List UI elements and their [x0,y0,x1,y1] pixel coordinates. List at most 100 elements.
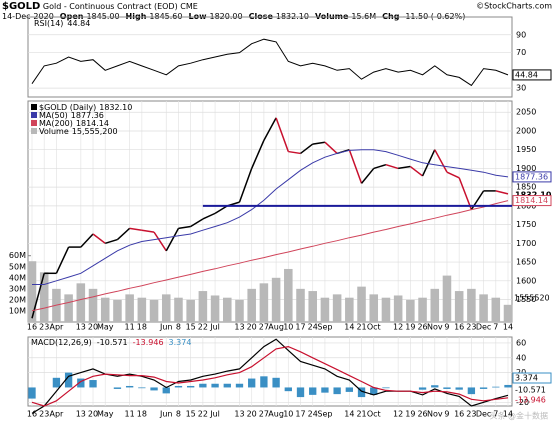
histogram-bar [467,387,476,395]
price-segment [312,141,326,145]
x-tick-label: Apr [49,323,64,332]
volume-bar [235,299,244,322]
price-segment [178,225,191,230]
histogram-bar [345,387,353,392]
value-label: -10.571 [515,386,546,395]
legend-swatch [31,104,37,110]
histogram-bar [150,387,158,391]
histogram-bar [187,385,195,388]
volume-bar [64,294,73,322]
x-tick-label: 8 [176,323,181,332]
histogram-bar [138,387,146,389]
histogram-bar [333,387,341,395]
volume-bar [210,295,220,322]
x-tick-label: 15 [186,323,196,332]
histogram-bar [370,387,378,395]
x-tick-label: 23 [39,410,49,419]
histogram-bar [211,383,219,388]
volume-bar [186,299,195,322]
histogram-bar [357,387,366,398]
y-tick-label: 20M [9,295,26,304]
quote-value: -11.50 (-0.62%) [402,12,465,21]
price-segment [214,205,228,215]
volume-bar [406,299,415,322]
macd-panel [27,336,513,407]
legend-name: MA(50) [39,111,68,120]
x-tick-label: 22 [198,410,208,419]
price-segment [153,231,167,252]
histogram-bar [479,387,488,389]
x-tick-label: Sep [317,323,332,332]
y-tick-label: 1700 [516,239,536,248]
quote-value: 1845.60 [149,12,182,21]
x-tick-label: 13 [234,323,244,332]
legend: Volume 15,555,200 [39,127,118,136]
x-tick-label: Dec [476,323,491,332]
price-segment [141,229,155,233]
y-tick-label: 60M [9,251,26,260]
x-tick-label: 22 [198,323,208,332]
y-tick-label: 1950 [516,145,536,154]
price-segment [165,227,180,252]
volume-bar [223,297,232,322]
volume-bar [296,288,305,322]
value-label: 1832.10 [515,190,552,199]
histogram-bar [272,377,280,388]
x-tick-label: 12 [393,323,403,332]
legend-name: RSI(14) [34,19,63,28]
y-tick-label: 40 [516,353,526,362]
volume-bar [345,297,354,322]
legend-value: 1877.36 [71,111,104,120]
y-tick-label: 1750 [516,220,536,229]
x-tick-label: 16 [454,410,464,419]
header-line: $GOLD Gold - Continuous Contract (EOD) C… [2,1,198,12]
price-segment [105,238,118,245]
volume-bar [393,295,403,322]
value-box [512,171,552,183]
x-tick-label: 23 [39,323,49,332]
x-tick-label: 16 [27,323,37,332]
source: ©StockCharts.com [476,2,552,11]
price-segment [348,149,363,184]
volume-bar [27,261,37,322]
histogram-bar [321,387,329,393]
value-label: -13.946 [515,396,546,405]
volume-bar [137,297,147,322]
y-tick-label: 50M [9,262,26,271]
volume-bar [308,291,317,322]
histogram-bar [382,387,390,389]
histogram-bar [455,387,463,390]
legend-name: MACD(12,26,9) [31,338,92,347]
legend: MACD(12,26,9) -10.571 -13.946 3.374 [31,338,191,347]
x-tick-label: Aug [268,323,284,332]
legend-value: 44.84 [67,19,90,28]
x-tick-label: 20 [247,323,257,332]
x-tick-label: 9 [444,410,449,419]
volume-bar [174,297,183,322]
x-tick-label: 10 [283,323,293,332]
x-tick-label: Nov [427,323,443,332]
value-box [512,69,552,81]
value-label: 1555520 [514,294,550,303]
quote-label: Chg [382,12,400,21]
rsi-line [31,38,509,87]
histogram-bar [260,376,268,388]
x-tick-label: 15 [186,410,196,419]
histogram-bar [235,383,244,388]
price-segment [434,149,448,173]
legend: RSI(14) 44.84 [34,19,90,28]
x-tick-label: 23 [466,410,476,419]
histogram-bar [248,378,256,388]
legend-swatch [31,112,37,118]
y-tick-label: 1550 [516,295,536,304]
price-segment [360,167,375,184]
value-label: 1877.36 [515,172,548,181]
x-tick-label: May [97,410,114,419]
quote-value: 1832.10 [276,12,309,21]
histogram-bar [162,387,170,394]
volume-bar [88,288,98,322]
legend-value: 1814.14 [76,119,109,128]
volume-bar [467,288,476,322]
x-tick-label: 16 [27,410,37,419]
